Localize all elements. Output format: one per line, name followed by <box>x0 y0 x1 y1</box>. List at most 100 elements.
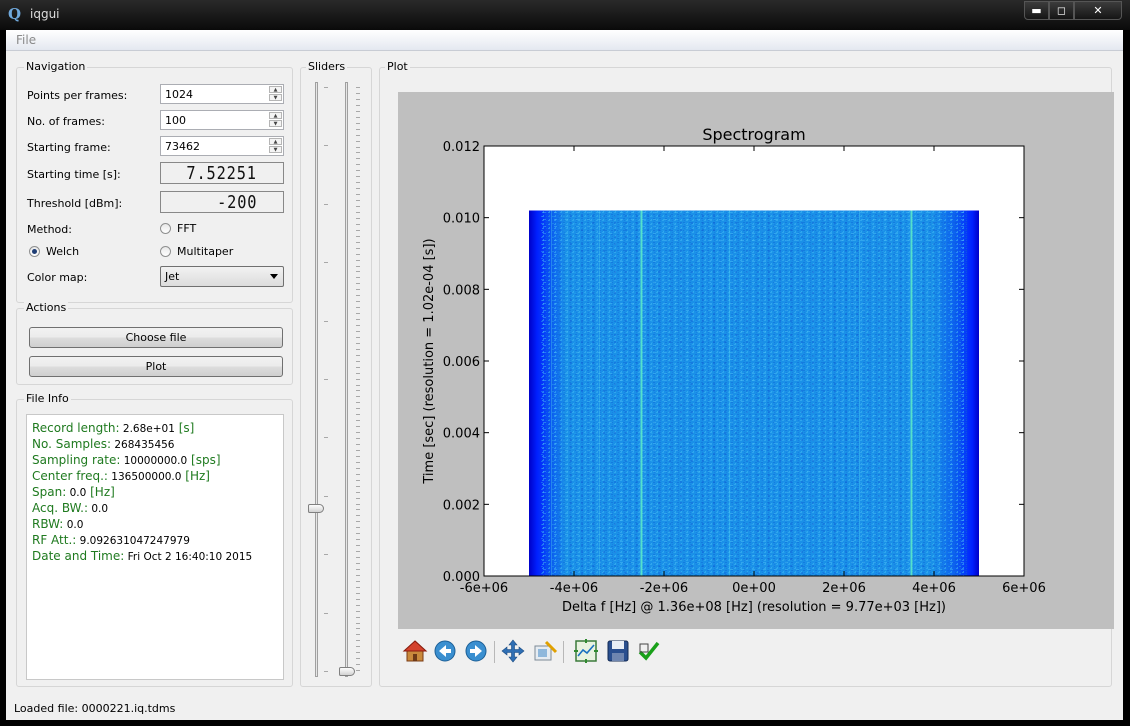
file-info-value: 136500000.0 <box>107 471 182 483</box>
points-spinbox[interactable]: 1024 ▲ ▼ <box>160 84 284 104</box>
file-info-row: Date and Time: Fri Oct 2 16:40:10 2015 <box>32 549 278 565</box>
slider-tick <box>356 610 360 612</box>
slider-1-track[interactable] <box>315 82 318 677</box>
slider-2-handle[interactable] <box>339 667 355 676</box>
slider-tick <box>356 384 360 386</box>
menu-bar: File <box>6 30 1123 51</box>
threshold-display: -200 <box>160 191 284 213</box>
slider-tick <box>356 277 360 279</box>
fft-label[interactable]: FFT <box>177 222 197 235</box>
toolbar-separator <box>494 641 495 663</box>
menu-file[interactable]: File <box>16 33 37 47</box>
back-icon[interactable] <box>432 638 458 664</box>
welch-label[interactable]: Welch <box>46 245 80 258</box>
slider-tick <box>356 533 360 535</box>
slider-tick <box>356 330 360 332</box>
check-icon[interactable] <box>636 638 662 664</box>
forward-icon[interactable] <box>463 638 489 664</box>
radio-welch[interactable] <box>29 246 40 257</box>
slider-tick <box>356 521 360 523</box>
plot-button[interactable]: Plot <box>29 356 283 377</box>
slider-tick <box>356 336 360 338</box>
slider-tick <box>356 253 360 255</box>
zoom-icon[interactable] <box>532 638 558 664</box>
slider-tick <box>356 152 360 154</box>
choose-file-button[interactable]: Choose file <box>29 327 283 348</box>
spin-down-icon[interactable]: ▼ <box>269 146 282 153</box>
toolbar-separator <box>563 641 564 663</box>
slider-tick <box>356 586 360 588</box>
slider-1-handle[interactable] <box>308 504 324 513</box>
slider-tick <box>356 366 360 368</box>
maximize-button[interactable]: ◻ <box>1049 1 1074 20</box>
pan-icon[interactable] <box>500 638 526 664</box>
slider-tick <box>356 301 360 303</box>
file-info-row: RBW: 0.0 <box>32 517 278 533</box>
file-info-unit: [Hz] <box>181 469 210 483</box>
slider-tick <box>356 271 360 273</box>
slider-tick <box>356 557 360 559</box>
start-frame-spinbox[interactable]: 73462 ▲ ▼ <box>160 136 284 156</box>
frames-label: No. of frames: <box>27 115 105 128</box>
plot-canvas[interactable]: -6e+06 -4e+06 -2e+06 0e+00 2e+06 4e+06 6e+06 0.… <box>398 92 1114 629</box>
slider-tick <box>356 527 360 529</box>
spin-down-icon[interactable]: ▼ <box>269 94 282 101</box>
start-time-label: Starting time [s]: <box>27 168 121 181</box>
frames-spinbox[interactable]: 100 ▲ ▼ <box>160 110 284 130</box>
radio-multitaper[interactable] <box>160 246 171 257</box>
y-tick-label: 0.002 <box>443 498 480 513</box>
slider-tick <box>356 206 360 207</box>
colormap-select[interactable]: Jet <box>160 266 284 287</box>
x-tick-label: -6e+06 <box>460 581 508 596</box>
slider-tick <box>356 295 360 297</box>
spin-up-icon[interactable]: ▲ <box>269 138 282 145</box>
y-axis-label: Time [sec] (resolution = 1.02e-04 [s]) <box>422 238 437 484</box>
spin-up-icon[interactable]: ▲ <box>269 112 282 119</box>
slider-tick <box>356 354 360 356</box>
file-info-unit: [Hz] <box>86 485 115 499</box>
file-info-key: Record length: <box>32 421 120 435</box>
file-info-value: 9.092631047247979 <box>76 535 190 547</box>
slider-tick <box>324 612 328 614</box>
multitaper-label[interactable]: Multitaper <box>177 245 234 258</box>
save-icon[interactable] <box>605 638 631 664</box>
slider-tick <box>356 247 360 249</box>
spin-up-icon[interactable]: ▲ <box>269 86 282 93</box>
subplots-icon[interactable] <box>573 638 599 664</box>
minimize-button[interactable]: ▬ <box>1024 1 1049 20</box>
slider-tick <box>356 360 360 362</box>
y-tick-label: 0.010 <box>443 212 480 227</box>
frames-value: 100 <box>165 114 186 127</box>
spin-down-icon[interactable]: ▼ <box>269 120 282 127</box>
file-info-key: Date and Time: <box>32 549 125 563</box>
slider-tick <box>324 262 328 264</box>
slider-tick <box>324 495 328 497</box>
file-info-key: Sampling rate: <box>32 453 121 467</box>
slider-tick <box>356 420 360 422</box>
slider-tick <box>356 646 360 648</box>
slider-tick <box>356 658 360 660</box>
slider-tick <box>356 342 360 344</box>
slider-tick <box>356 98 360 100</box>
start-frame-label: Starting frame: <box>27 141 111 154</box>
slider-tick <box>356 604 360 606</box>
points-label: Points per frames: <box>27 89 128 102</box>
method-label: Method: <box>27 223 72 236</box>
actions-title: Actions <box>24 301 69 314</box>
file-info-key: Center freq.: <box>32 469 108 483</box>
slider-tick <box>324 437 328 439</box>
start-frame-value: 73462 <box>165 140 200 153</box>
home-icon[interactable] <box>402 638 428 664</box>
slider-2-track[interactable] <box>345 82 348 677</box>
radio-fft[interactable] <box>160 223 171 234</box>
slider-tick <box>356 140 360 142</box>
slider-tick <box>356 652 360 654</box>
slider-tick <box>356 390 360 392</box>
close-button[interactable]: ✕ <box>1074 1 1122 20</box>
slider-tick <box>356 92 360 94</box>
slider-tick <box>356 491 360 493</box>
slider-tick <box>356 479 360 481</box>
slider-tick <box>356 307 360 309</box>
spectrogram-chart[interactable]: -6e+06 -4e+06 -2e+06 0e+00 2e+06 4e+06 6e+06 0.… <box>398 92 1114 629</box>
file-info-text[interactable]: Record length: 2.68e+01 [s] No. Samples: … <box>26 414 284 680</box>
